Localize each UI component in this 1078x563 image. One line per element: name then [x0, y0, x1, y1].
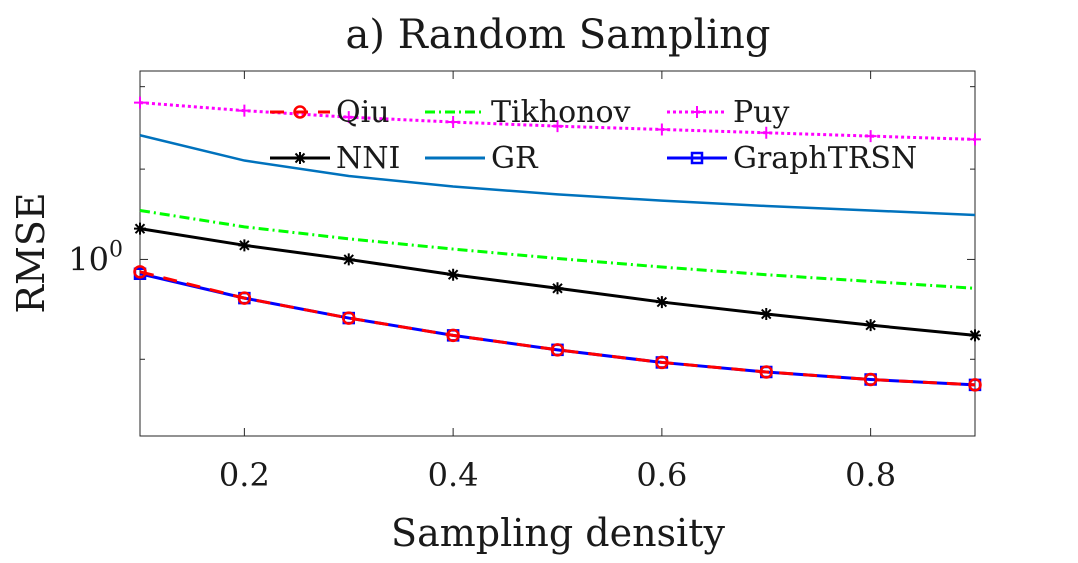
legend-item-gr: GR — [425, 141, 539, 176]
legend-label-puy: Puy — [733, 95, 790, 130]
data-point-puy — [760, 126, 773, 139]
legend-label-qiu: Qiu — [336, 95, 390, 130]
data-point-nni — [760, 308, 773, 321]
x-tick-label: 0.2 — [219, 456, 270, 494]
data-point-nni — [969, 329, 981, 342]
legend-item-graphtrsn: GraphTRSN — [667, 141, 917, 176]
data-point-qiu — [759, 365, 773, 379]
legend-item-puy: Puy — [667, 95, 790, 130]
data-point-puy — [447, 116, 460, 129]
plot-area: 0.2 0.4 0.6 0.8 100 — [68, 70, 976, 494]
data-point-qiu — [968, 378, 982, 392]
series-line-tikhonov — [139, 209, 976, 290]
legend-item-tikhonov: Tikhonov — [425, 95, 631, 130]
y-axis-label: RMSE — [9, 192, 53, 313]
series-nni — [134, 222, 981, 342]
axes-box — [139, 70, 976, 437]
data-point-qiu — [342, 311, 356, 325]
legend-label-gr: GR — [491, 141, 539, 176]
data-point-nni — [551, 282, 564, 295]
data-point-puy — [238, 104, 251, 117]
data-point-nni — [447, 268, 460, 281]
data-point-puy — [655, 123, 668, 136]
legend-marker-qiu — [293, 105, 307, 119]
x-axis-label: Sampling density — [391, 511, 725, 555]
x-tick-label: 0.4 — [428, 456, 479, 494]
legend-marker-puy — [691, 106, 703, 118]
series-gr — [139, 134, 976, 217]
data-point-qiu — [655, 355, 669, 370]
legend-item-nni: NNI — [270, 141, 400, 176]
data-point-puy — [864, 130, 877, 143]
series-layer — [133, 96, 982, 392]
series-line-nni — [139, 227, 976, 337]
legend-label-graphtrsn: GraphTRSN — [733, 141, 917, 176]
x-tick-label: 0.8 — [845, 456, 896, 494]
series-line-gr — [139, 134, 976, 217]
data-point-qiu — [550, 343, 565, 357]
legend-marker-graphtrsn — [690, 151, 704, 165]
data-point-puy — [342, 111, 355, 124]
x-tick-label: 0.6 — [636, 456, 687, 494]
chart-title: a) Random Sampling — [346, 12, 771, 58]
data-point-qiu — [237, 291, 252, 305]
data-point-puy — [969, 133, 981, 146]
legend-label-tikhonov: Tikhonov — [491, 95, 631, 130]
data-point-qiu — [863, 372, 878, 387]
legend-marker-nni — [294, 152, 306, 164]
legend: Qiu Tikhonov Puy NNI GR GraphTRSN — [270, 95, 917, 176]
series-qiu — [133, 265, 982, 392]
data-point-puy — [134, 96, 146, 109]
y-tick-label: 100 — [68, 237, 123, 278]
data-point-qiu — [133, 265, 147, 279]
data-point-nni — [238, 239, 251, 252]
data-point-nni — [342, 253, 355, 266]
legend-label-nni: NNI — [336, 141, 400, 176]
series-tikhonov — [139, 209, 976, 290]
data-point-nni — [864, 319, 877, 332]
data-point-nni — [655, 296, 668, 309]
data-point-puy — [551, 120, 564, 133]
legend-item-qiu: Qiu — [270, 95, 390, 130]
data-point-qiu — [446, 328, 460, 343]
series-line-qiu — [139, 270, 976, 387]
data-point-nni — [134, 222, 146, 235]
